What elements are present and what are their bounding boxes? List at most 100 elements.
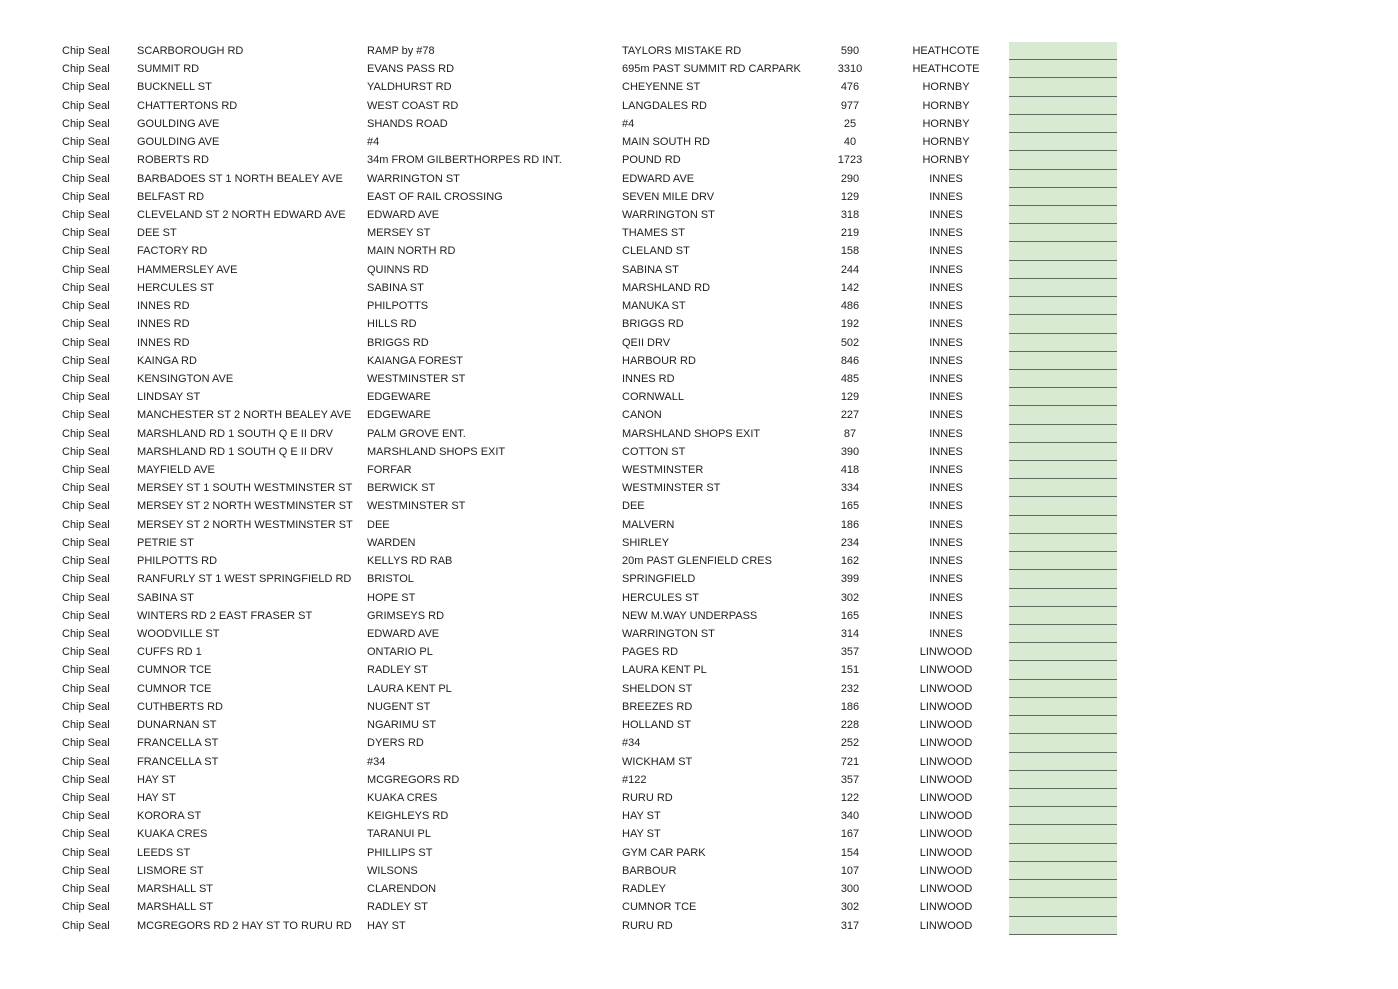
entry-field[interactable]: [1009, 242, 1117, 261]
cell-length: 485: [840, 372, 860, 385]
entry-field[interactable]: [1009, 224, 1117, 243]
cell-ward: LINWOOD: [919, 828, 973, 841]
entry-field[interactable]: [1009, 752, 1117, 771]
entry-field[interactable]: [1009, 570, 1117, 589]
entry-field[interactable]: [1009, 716, 1117, 735]
entry-field[interactable]: [1009, 916, 1117, 935]
entry-field[interactable]: [1009, 625, 1117, 644]
entry-field[interactable]: [1009, 515, 1117, 534]
entry-field[interactable]: [1009, 60, 1117, 79]
cell-treatment: Chip Seal: [62, 336, 110, 349]
entry-field[interactable]: [1009, 588, 1117, 607]
cell-road: CHATTERTONS RD: [137, 99, 238, 112]
entry-field[interactable]: [1009, 133, 1117, 152]
cell-ward: LINWOOD: [919, 737, 973, 750]
cell-length: 502: [840, 336, 860, 349]
cell-treatment: Chip Seal: [62, 700, 110, 713]
cell-ward: INNES: [929, 172, 963, 185]
cell-from: MCGREGORS RD: [367, 773, 460, 786]
table-row: Chip Seal WOODVILLE ST EDWARD AVE WARRINGTO…: [62, 625, 1117, 644]
entry-field[interactable]: [1009, 661, 1117, 680]
entry-field[interactable]: [1009, 187, 1117, 206]
cell-ward: INNES: [929, 555, 963, 568]
entry-field[interactable]: [1009, 734, 1117, 753]
cell-to: MAIN SOUTH RD: [622, 136, 710, 149]
cell-treatment: Chip Seal: [62, 45, 110, 57]
entry-field[interactable]: [1009, 333, 1117, 352]
entry-field[interactable]: [1009, 96, 1117, 115]
entry-field[interactable]: [1009, 315, 1117, 334]
entry-field[interactable]: [1009, 388, 1117, 407]
cell-length: 165: [840, 609, 860, 622]
cell-to: POUND RD: [622, 154, 681, 167]
cell-from: WARRINGTON ST: [367, 172, 460, 185]
entry-field[interactable]: [1009, 424, 1117, 443]
entry-field[interactable]: [1009, 497, 1117, 516]
entry-field[interactable]: [1009, 351, 1117, 370]
cell-ward: LINWOOD: [919, 700, 973, 713]
entry-field[interactable]: [1009, 151, 1117, 170]
cell-from: MARSHLAND SHOPS EXIT: [367, 445, 506, 458]
entry-field[interactable]: [1009, 679, 1117, 698]
cell-treatment: Chip Seal: [62, 810, 110, 823]
entry-field[interactable]: [1009, 297, 1117, 316]
cell-ward: INNES: [929, 573, 963, 586]
entry-field[interactable]: [1009, 406, 1117, 425]
cell-treatment: Chip Seal: [62, 755, 110, 768]
table-row: Chip Seal GOULDING AVE SHANDS ROAD #4 25 HORN…: [62, 114, 1117, 134]
cell-from: #34: [367, 755, 386, 768]
cell-from: SHANDS ROAD: [367, 117, 448, 130]
entry-field[interactable]: [1009, 442, 1117, 462]
cell-treatment: Chip Seal: [62, 628, 110, 640]
entry-field[interactable]: [1009, 697, 1117, 717]
cell-to: TAYLORS MISTAKE RD: [622, 45, 742, 57]
cell-ward: INNES: [929, 427, 963, 440]
cell-length: 244: [840, 263, 860, 276]
entry-field[interactable]: [1009, 880, 1117, 899]
table-row: Chip Seal RANFURLY ST 1 WEST SPRINGFIELD …: [62, 570, 1117, 589]
cell-ward: INNES: [929, 227, 963, 240]
table-row: Chip Seal HAY ST KUAKA CRES RURU RD 122 LINWO…: [62, 788, 1117, 808]
cell-ward: HORNBY: [922, 136, 970, 149]
cell-ward: INNES: [929, 482, 963, 495]
entry-field[interactable]: [1009, 552, 1117, 571]
table-row: Chip Seal LEEDS ST PHILLIPS ST GYM CAR PARK…: [62, 843, 1117, 862]
cell-treatment: Chip Seal: [62, 190, 110, 203]
entry-field[interactable]: [1009, 861, 1117, 881]
table-row: Chip Seal CUMNOR TCE LAURA KENT PL SHELDON …: [62, 679, 1117, 698]
entry-field[interactable]: [1009, 278, 1117, 298]
table-row: Chip Seal BELFAST RD EAST OF RAIL CROSSING…: [62, 187, 1117, 206]
table-row: Chip Seal MARSHALL ST RADLEY ST CUMNOR TCE 3…: [62, 898, 1117, 917]
entry-field[interactable]: [1009, 205, 1117, 225]
cell-from: LAURA KENT PL: [367, 682, 452, 695]
table-row: Chip Seal MARSHLAND RD 1 SOUTH Q E II DRV…: [62, 442, 1117, 462]
entry-field[interactable]: [1009, 78, 1117, 97]
entry-field[interactable]: [1009, 898, 1117, 917]
cell-from: HILLS RD: [367, 318, 417, 331]
entry-field[interactable]: [1009, 42, 1117, 61]
road-seal-table: Chip Seal SCARBOROUGH RD RAMP by #78 TAYLOR…: [62, 42, 1117, 935]
entry-field[interactable]: [1009, 807, 1117, 826]
entry-field[interactable]: [1009, 843, 1117, 862]
entry-field[interactable]: [1009, 770, 1117, 789]
cell-road: SUMMIT RD: [137, 63, 200, 76]
cell-ward: LINWOOD: [919, 901, 973, 914]
entry-field[interactable]: [1009, 479, 1117, 498]
entry-field[interactable]: [1009, 788, 1117, 808]
cell-road: MAYFIELD AVE: [137, 464, 215, 477]
cell-ward: INNES: [929, 318, 963, 331]
entry-field[interactable]: [1009, 825, 1117, 844]
entry-field[interactable]: [1009, 606, 1117, 626]
cell-from: KUAKA CRES: [367, 791, 438, 804]
entry-field[interactable]: [1009, 169, 1117, 188]
cell-road: CUTHBERTS RD: [137, 700, 223, 713]
cell-treatment: Chip Seal: [62, 99, 110, 112]
entry-field[interactable]: [1009, 643, 1117, 662]
entry-field[interactable]: [1009, 369, 1117, 389]
entry-field[interactable]: [1009, 260, 1117, 279]
entry-field[interactable]: [1009, 114, 1117, 134]
cell-from: MERSEY ST: [367, 227, 431, 240]
entry-field[interactable]: [1009, 533, 1117, 553]
entry-field[interactable]: [1009, 461, 1117, 480]
cell-ward: HORNBY: [922, 154, 970, 167]
